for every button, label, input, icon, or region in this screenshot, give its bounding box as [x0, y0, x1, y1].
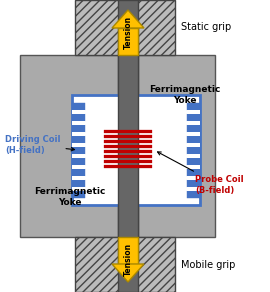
Bar	[104, 130, 152, 133]
Bar	[75, 237, 175, 292]
Bar	[72, 175, 85, 180]
Bar	[187, 168, 200, 175]
Polygon shape	[118, 28, 138, 55]
Text: Tension: Tension	[123, 243, 133, 276]
Bar	[118, 0, 138, 292]
Polygon shape	[118, 237, 138, 264]
Bar	[187, 180, 200, 187]
Text: Tension: Tension	[123, 16, 133, 49]
Bar	[75, 0, 175, 55]
Bar	[104, 135, 152, 138]
Bar	[72, 190, 85, 197]
Bar	[72, 187, 85, 190]
Bar	[72, 102, 85, 110]
Polygon shape	[112, 264, 144, 282]
Text: Static grip: Static grip	[181, 22, 231, 32]
Text: Driving Coil
(H-field): Driving Coil (H-field)	[5, 135, 75, 155]
Bar	[72, 157, 85, 164]
Bar	[72, 164, 85, 168]
Bar	[104, 145, 152, 148]
Bar	[187, 131, 200, 135]
Bar	[72, 110, 85, 114]
Bar	[104, 150, 152, 153]
Bar	[104, 155, 152, 158]
Bar	[72, 114, 85, 121]
Bar	[72, 168, 85, 175]
Bar	[187, 175, 200, 180]
Text: Mobile grip: Mobile grip	[181, 260, 235, 270]
Polygon shape	[112, 10, 144, 28]
Bar	[187, 190, 200, 197]
Bar	[118, 0, 138, 292]
Text: Ferrimagnetic
Yoke: Ferrimagnetic Yoke	[34, 187, 106, 207]
Bar	[187, 187, 200, 190]
Bar	[187, 135, 200, 142]
Bar	[187, 164, 200, 168]
Bar	[72, 95, 200, 205]
Bar	[20, 55, 215, 237]
Bar	[72, 147, 85, 154]
Text: Ferrimagnetic
Yoke: Ferrimagnetic Yoke	[149, 85, 221, 105]
Bar	[72, 124, 85, 131]
Bar	[72, 180, 85, 187]
Bar	[187, 110, 200, 114]
Bar	[187, 154, 200, 157]
Bar	[187, 102, 200, 110]
Bar	[187, 157, 200, 164]
Bar	[187, 114, 200, 121]
Bar	[104, 165, 152, 168]
Bar	[72, 154, 85, 157]
Bar	[104, 160, 152, 163]
Bar	[72, 131, 85, 135]
Bar	[104, 140, 152, 143]
Text: Probe Coil
(B-field): Probe Coil (B-field)	[157, 152, 244, 195]
Bar	[72, 95, 200, 205]
Bar	[187, 142, 200, 147]
Bar	[72, 121, 85, 124]
Bar	[72, 135, 85, 142]
Bar	[72, 142, 85, 147]
Bar	[187, 124, 200, 131]
Bar	[187, 147, 200, 154]
Bar	[187, 121, 200, 124]
